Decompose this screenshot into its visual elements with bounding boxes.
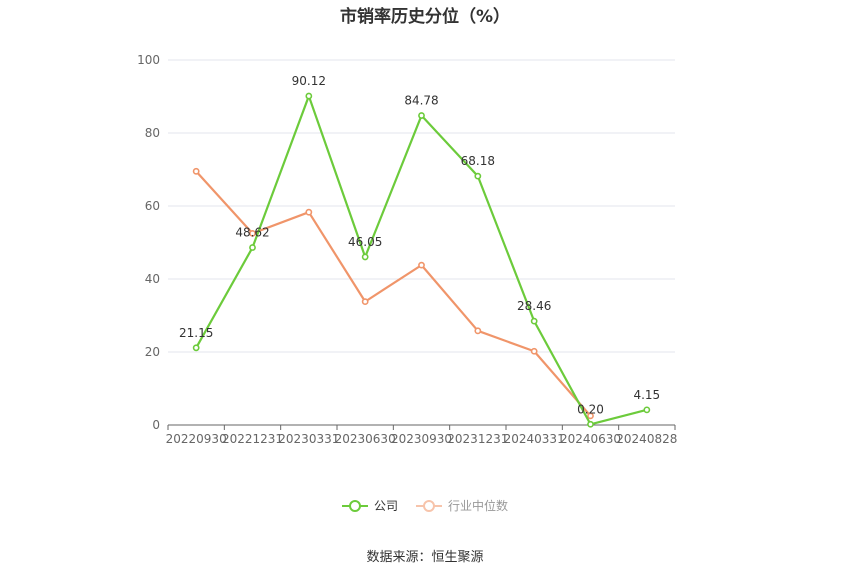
data-source: 数据来源：恒生聚源 [366, 550, 484, 565]
x-tick-label: 20231231 [447, 432, 508, 446]
data-point-industry-median [587, 412, 594, 420]
data-point-company [587, 420, 594, 428]
x-tick-label: 20240630 [560, 432, 621, 446]
data-label: 48.62 [235, 226, 269, 240]
legend: 公司 行业中位数 [0, 497, 850, 514]
legend-item-industry-median[interactable]: 行业中位数 [416, 497, 508, 514]
x-tick-label: 20230331 [278, 432, 339, 446]
data-point-company [305, 92, 313, 100]
series-line-industry-median [195, 170, 592, 417]
chart-title: 市销率历史分位（%） [339, 7, 511, 27]
x-tick-label: 20240331 [504, 432, 565, 446]
data-label: 46.05 [348, 235, 382, 249]
data-point-industry-median [305, 208, 313, 216]
y-tick-label: 100 [137, 53, 160, 67]
x-tick-label: 20230930 [391, 432, 452, 446]
y-tick-label: 40 [145, 272, 160, 286]
series-lines [192, 92, 651, 428]
data-point-company [418, 112, 425, 119]
data-point-industry-median [474, 327, 482, 335]
y-tick-label: 20 [145, 345, 160, 359]
legend-company-marker-icon [341, 499, 368, 512]
legend-item-company[interactable]: 公司 [341, 497, 398, 514]
y-tick-label: 60 [145, 199, 160, 213]
data-point-company [361, 253, 369, 261]
data-labels: 21.15 48.62 90.12 46.05 84.78 68.18 28.46 0.20 4… [179, 74, 660, 416]
legend-industry-label: 行业中位数 [448, 499, 509, 513]
data-point-company [530, 317, 538, 325]
data-point-industry-median [249, 229, 256, 237]
x-tick-label: 20221231 [222, 432, 283, 446]
data-label: 84.78 [404, 94, 438, 108]
data-label: 68.18 [461, 154, 495, 168]
y-axis: 0 20 40 60 80 100 [137, 53, 160, 432]
grid-lines [168, 59, 675, 353]
data-label: 0.20 [577, 402, 604, 416]
data-point-company [249, 244, 256, 251]
data-label: 90.12 [292, 74, 326, 88]
x-tick-label: 20220930 [166, 432, 227, 446]
x-tick-label: 20240828 [616, 432, 677, 446]
data-label: 21.15 [179, 326, 213, 340]
x-axis: 2022093020221231202303312023063020230930… [166, 424, 677, 446]
data-point-company [192, 344, 200, 352]
data-point-company [474, 172, 482, 180]
y-tick-label: 80 [145, 126, 160, 140]
x-tick-label: 20230630 [335, 432, 396, 446]
y-tick-label: 0 [152, 418, 160, 432]
data-point-industry-median [361, 298, 369, 306]
data-label: 4.15 [633, 388, 660, 402]
data-label: 28.46 [517, 299, 551, 313]
data-point-industry-median [192, 167, 200, 175]
data-point-company [643, 406, 651, 414]
series-line-company [195, 94, 648, 426]
data-point-industry-median [418, 261, 425, 269]
data-point-industry-median [530, 347, 538, 355]
legend-industry-marker-icon [416, 499, 442, 512]
legend-company-label: 公司 [373, 499, 398, 513]
